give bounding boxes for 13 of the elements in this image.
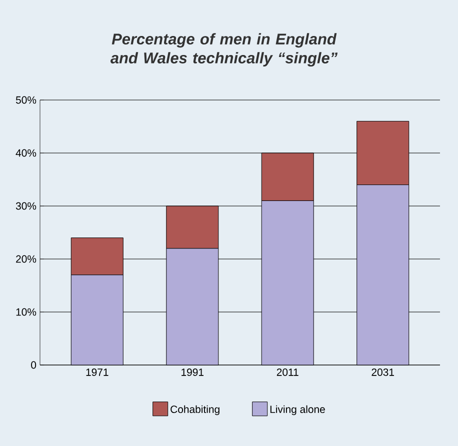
chart-title: Percentage of men in England and Wales technically “single” bbox=[110, 33, 338, 66]
y-tick-label: 40% bbox=[16, 149, 36, 157]
y-tick-label: 30% bbox=[16, 202, 36, 210]
x-tick-label: 2031 bbox=[372, 368, 394, 376]
x-tick-label: 2011 bbox=[276, 368, 298, 376]
x-tick-label: 1971 bbox=[86, 368, 108, 376]
legend-label: Cohabiting bbox=[170, 405, 220, 416]
y-tick-label: 10% bbox=[16, 308, 36, 316]
y-tick-label: 50% bbox=[16, 96, 36, 104]
y-tick-label: 20% bbox=[16, 255, 36, 263]
x-tick-label: 1991 bbox=[182, 368, 204, 376]
y-tick-label: 0 bbox=[31, 361, 36, 369]
legend-label: Living alone bbox=[270, 405, 325, 416]
